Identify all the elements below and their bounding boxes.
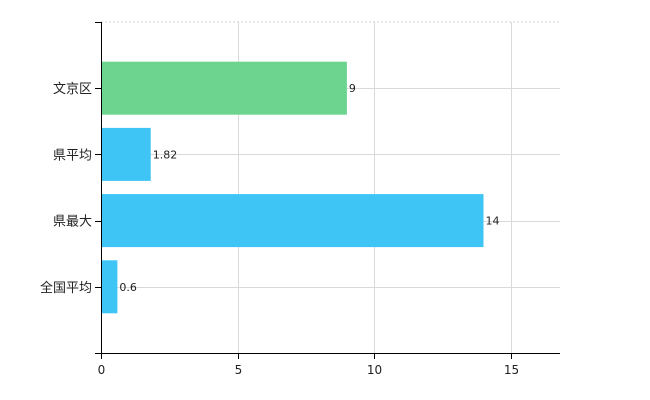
category-label: 文京区 [53, 82, 92, 97]
data-label: 14 [486, 215, 500, 228]
x-tick-label: 10 [367, 363, 382, 377]
bars [101, 61, 484, 314]
x-tick-label: 0 [98, 363, 106, 377]
axes [101, 22, 560, 354]
category-label: 全国平均 [40, 280, 92, 296]
category-label: 県最大 [53, 215, 92, 230]
x-tick-label: 15 [504, 363, 519, 377]
x-tick-label: 5 [235, 363, 243, 377]
data-label: 9 [349, 82, 356, 95]
labels: 9 文京区 1.82 県平均 14 県最大 0.6 全国平均 0 5 10 15 [40, 22, 519, 377]
bar [101, 260, 118, 314]
bar [101, 127, 151, 181]
data-label: 1.82 [153, 148, 178, 161]
data-label: 0.6 [119, 281, 136, 294]
category-label: 県平均 [53, 148, 92, 163]
bar [101, 194, 484, 248]
bar [101, 61, 347, 115]
